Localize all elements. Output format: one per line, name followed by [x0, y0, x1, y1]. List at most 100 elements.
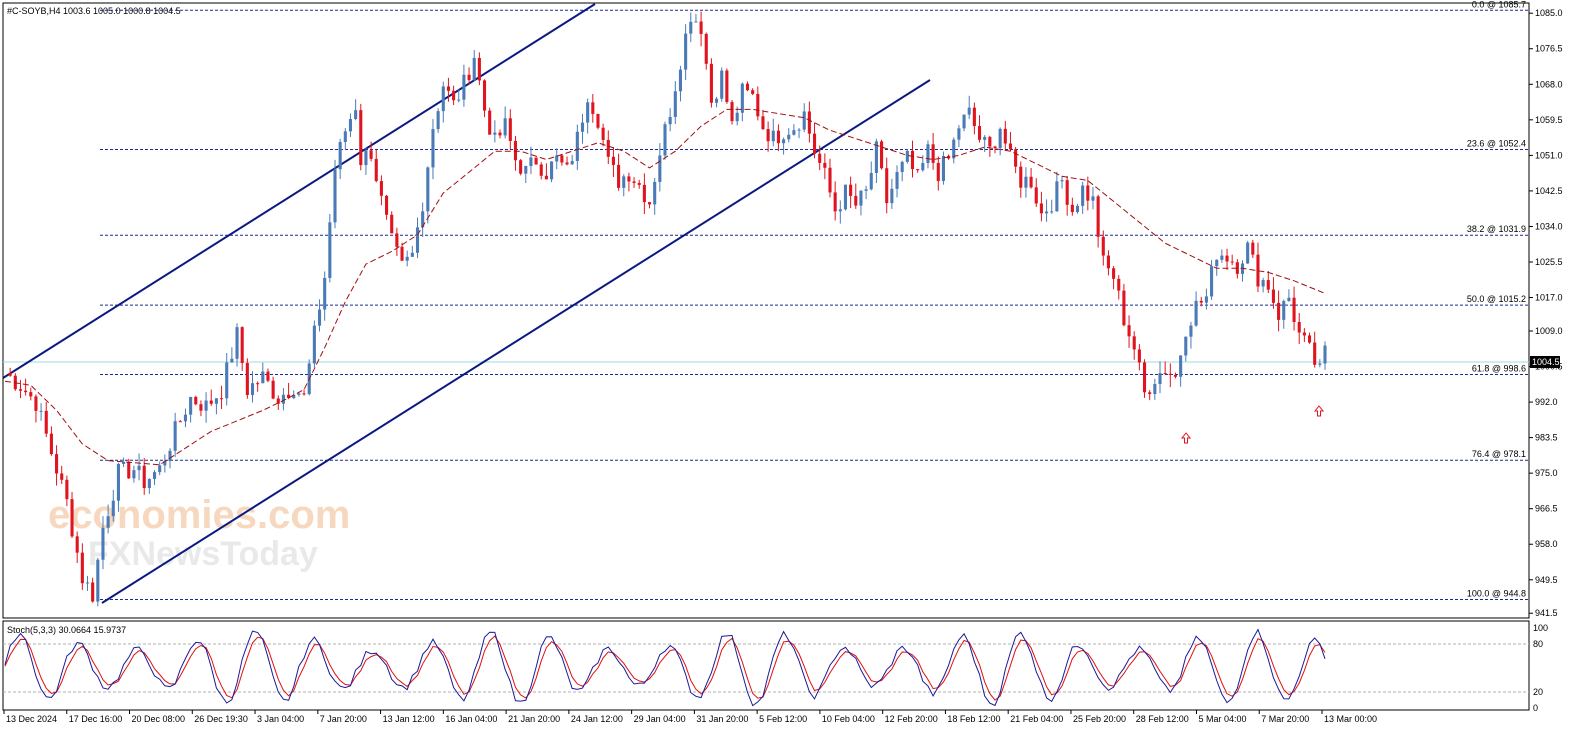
candle [220, 385, 224, 409]
price-tick-label: 1068.0 [1535, 79, 1563, 89]
candle [302, 389, 306, 396]
candle [1024, 167, 1028, 198]
candle [452, 85, 456, 106]
candle [715, 96, 719, 108]
price-tick-label: 975.0 [1535, 468, 1558, 478]
candle [333, 159, 337, 229]
candle [962, 114, 966, 132]
time-tick-label: 20 Dec 08:00 [132, 714, 186, 724]
candle [1158, 361, 1162, 394]
candle [885, 157, 889, 214]
candle [467, 67, 471, 85]
candle [1065, 175, 1069, 216]
candle [699, 11, 703, 47]
candle [874, 138, 878, 183]
candle [189, 396, 193, 423]
candle [1230, 254, 1234, 266]
candle [132, 465, 136, 483]
candle [642, 173, 646, 215]
candle [534, 157, 538, 165]
stoch-tick-label: 80 [1533, 639, 1543, 649]
candle [462, 64, 466, 107]
candle [1132, 331, 1136, 360]
price-tick-label: 1017.0 [1535, 293, 1563, 303]
candle [637, 179, 641, 189]
time-tick-label: 10 Feb 04:00 [822, 714, 875, 724]
candle [1142, 359, 1147, 398]
time-tick-label: 5 Mar 04:00 [1198, 714, 1246, 724]
candle [421, 202, 425, 238]
candle [287, 382, 291, 400]
chart-header: #C-SOYB,H4 1003.6 1005.0 1000.8 1004.5 [7, 6, 181, 16]
candle [529, 146, 533, 175]
candle [807, 101, 811, 143]
time-tick-label: 13 Dec 2024 [6, 714, 57, 724]
price-tick-label: 949.5 [1535, 575, 1558, 585]
candle [570, 154, 574, 165]
candle [524, 165, 528, 184]
candle [158, 461, 162, 476]
time-tick-label: 13 Jan 12:00 [383, 714, 435, 724]
candle [214, 398, 218, 415]
candle [936, 156, 940, 191]
candle [65, 475, 69, 507]
candle [998, 127, 1002, 156]
candle [812, 122, 817, 159]
candle [230, 347, 234, 363]
candle [972, 102, 976, 135]
candle [116, 462, 120, 512]
candle [751, 88, 755, 96]
candle [250, 371, 255, 403]
candle [204, 392, 208, 423]
candle [550, 161, 554, 183]
candle [1277, 290, 1281, 332]
candle [415, 217, 420, 259]
candle [1060, 175, 1064, 189]
watermark-line1: economies.com [48, 493, 350, 537]
candle [1019, 161, 1023, 198]
candle [823, 153, 827, 180]
candle [29, 387, 33, 401]
candle [632, 177, 636, 188]
time-tick-label: 21 Feb 04:00 [1010, 714, 1063, 724]
candle [833, 181, 837, 221]
candle [1117, 275, 1121, 300]
candle [1292, 286, 1296, 331]
candle [348, 113, 353, 138]
candle [1220, 249, 1224, 263]
fib-level-label: 100.0 @ 944.8 [1467, 588, 1526, 598]
candle [864, 185, 868, 200]
time-tick-label: 25 Feb 20:00 [1073, 714, 1126, 724]
candle [1070, 197, 1074, 216]
candle [178, 420, 182, 423]
moving-average-line [4, 108, 1326, 466]
candle [895, 165, 899, 198]
candle [704, 32, 708, 70]
candle [390, 211, 394, 234]
candle [792, 124, 796, 136]
candle [544, 163, 548, 180]
candle [343, 128, 347, 150]
candle [1055, 171, 1059, 212]
candle [1297, 312, 1301, 344]
candle [1034, 178, 1038, 207]
candle [1179, 355, 1183, 387]
candle [60, 465, 64, 485]
candle [1266, 270, 1270, 294]
candle [1003, 120, 1007, 149]
fib-level-label: 23.6 @ 1052.4 [1467, 139, 1526, 149]
candle [859, 190, 863, 216]
candle [1045, 199, 1049, 222]
price-tick-label: 1009.0 [1535, 326, 1563, 336]
candle [410, 245, 414, 258]
time-tick-label: 24 Jan 12:00 [571, 714, 623, 724]
current-price-label: 1004.5 [1532, 357, 1560, 367]
candle [910, 140, 915, 178]
candle [849, 176, 853, 209]
candle [436, 108, 440, 133]
candle [560, 153, 564, 166]
candle [163, 454, 167, 473]
stoch-main-line [4, 628, 1326, 707]
price-tick-label: 941.5 [1535, 608, 1558, 618]
candle [838, 200, 842, 224]
